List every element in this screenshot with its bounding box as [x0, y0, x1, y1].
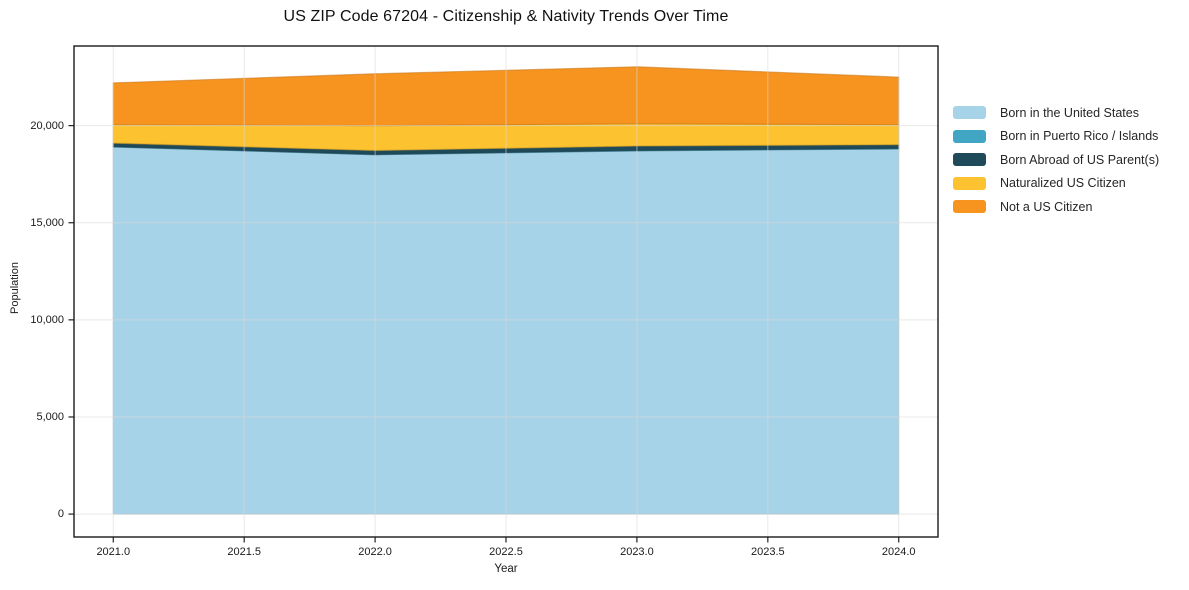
y-tick-label: 10,000	[30, 313, 64, 326]
legend-label: Born in Puerto Rico / Islands	[1000, 129, 1159, 144]
x-tick-label: 2021.5	[227, 546, 261, 558]
legend-label: Naturalized US Citizen	[1000, 176, 1126, 191]
x-tick-label: 2023.5	[750, 546, 785, 558]
y-tick-label: 5,000	[36, 410, 64, 423]
legend-swatch-icon	[953, 129, 986, 143]
x-axis-label: Year	[494, 563, 518, 575]
y-tick-label: 0	[57, 508, 64, 521]
legend-label: Born in the United States	[1000, 105, 1139, 120]
legend-label: Born Abroad of US Parent(s)	[1000, 152, 1160, 167]
legend-item-naturalized-us-citizen: Naturalized US Citizen	[953, 172, 1159, 196]
y-tick-label: 15,000	[30, 216, 64, 229]
legend-item-born-in-puerto-rico-islands: Born in Puerto Rico / Islands	[953, 125, 1159, 149]
y-tick-label: 20,000	[30, 119, 64, 132]
legend-label: Not a US Citizen	[1000, 199, 1093, 214]
legend-swatch-icon	[953, 176, 986, 190]
legend-item-not-a-us-citizen: Not a US Citizen	[953, 195, 1159, 219]
x-tick-label: 2022.0	[358, 546, 392, 558]
x-tick-label: 2024.0	[881, 546, 916, 558]
chart-title: US ZIP Code 67204 - Citizenship & Nativi…	[283, 8, 729, 25]
legend-swatch-icon	[953, 153, 986, 167]
legend-swatch-icon	[953, 106, 986, 120]
legend-item-born-in-the-united-states: Born in the United States	[953, 101, 1159, 125]
legend-swatch-icon	[953, 200, 986, 214]
x-tick-label: 2023.0	[620, 546, 654, 558]
legend-item-born-abroad-of-us-parent-s: Born Abroad of US Parent(s)	[953, 148, 1159, 172]
y-axis-label: Population	[9, 262, 21, 314]
plot-frame	[73, 45, 939, 538]
x-tick-label: 2021.0	[96, 546, 131, 558]
x-tick-label: 2022.5	[489, 546, 523, 558]
legend: Born in the United States Born in Puerto …	[953, 101, 1159, 219]
